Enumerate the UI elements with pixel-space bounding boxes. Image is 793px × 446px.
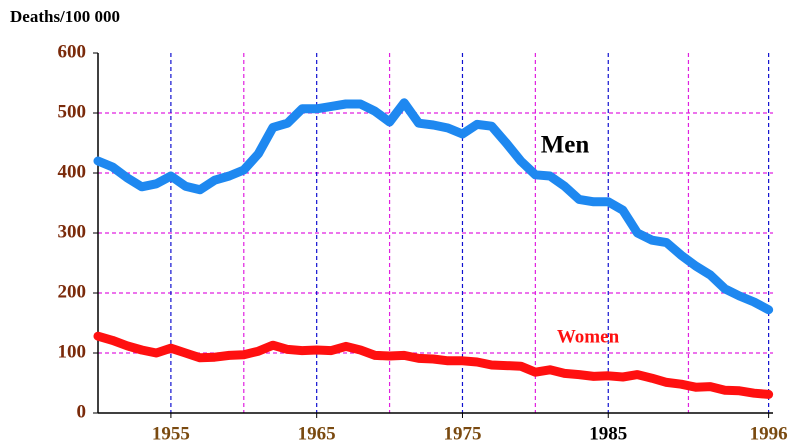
y-tick-label: 500 [58, 101, 87, 122]
series-label: Men [541, 132, 590, 159]
y-tick-label: 300 [58, 221, 87, 242]
y-tick-label: 600 [58, 41, 87, 62]
y-tick-label: 200 [58, 281, 87, 302]
series-line [93, 98, 774, 315]
x-tick-label: 1996 [750, 423, 788, 444]
x-tick-label: 1985 [589, 423, 627, 444]
y-tick-label: 100 [58, 341, 87, 362]
x-tick-label: 1955 [152, 423, 190, 444]
y-tick-label: 400 [58, 161, 87, 182]
series-line [93, 331, 774, 399]
series-label: Women [557, 326, 620, 347]
x-tick-label: 1975 [443, 423, 481, 444]
y-tick-label: 0 [77, 401, 87, 422]
y-axis-label: Deaths/100 000 [10, 7, 120, 26]
x-tick-label: 1965 [298, 423, 336, 444]
